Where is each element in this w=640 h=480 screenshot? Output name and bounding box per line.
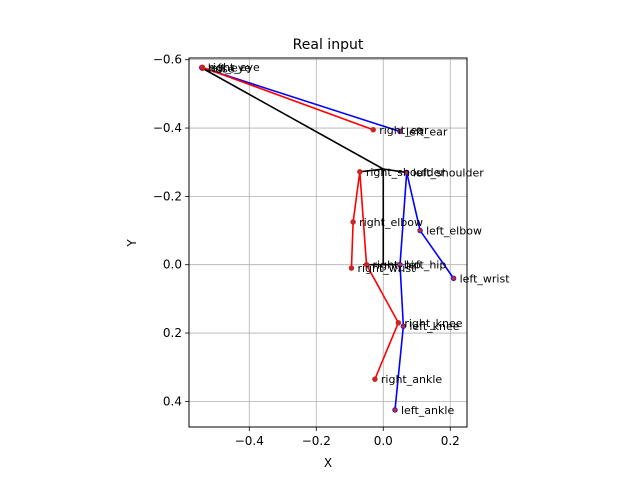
keypoint-label-right_knee: right_knee: [404, 317, 462, 330]
segment-right_knee-right_ankle: [374, 322, 400, 380]
keypoint-right_ear: [370, 127, 376, 133]
keypoint-label-right_elbow: right_elbow: [359, 216, 423, 229]
keypoint-label-left_hip: left_hip: [406, 259, 446, 272]
x-axis-label: X: [324, 456, 332, 470]
keypoint-right_eye: [199, 64, 206, 70]
x-tick-label: −0.4: [235, 434, 264, 448]
y-tick-label: −0.2: [153, 189, 182, 203]
segment-right_shoulder-right_elbow: [352, 171, 361, 223]
keypoints: [199, 64, 457, 413]
keypoint-right_knee: [395, 320, 402, 326]
keypoint-label-left_elbow: left_elbow: [426, 225, 482, 238]
segment-right_hip-right_knee: [365, 264, 400, 324]
x-tick-label: −0.2: [302, 434, 331, 448]
keypoint-right_ankle: [372, 376, 378, 382]
y-tick-label: 0.4: [163, 394, 182, 408]
segment-right_eye-right_ear: [202, 66, 374, 131]
keypoint-right_shoulder: [357, 169, 363, 175]
keypoint-left_elbow: [417, 227, 423, 234]
skeleton-segments: [201, 66, 455, 410]
segment-left_eye-left_ear: [201, 66, 401, 133]
segment-left_shoulder-left_elbow: [405, 172, 421, 231]
y-tick-label: 0.0: [163, 258, 182, 272]
segment-neck-left_shoulder: [383, 168, 407, 174]
keypoint-label-right_ear: right_ear: [379, 124, 429, 137]
keypoint-label-right_wrist: right_wrist: [357, 262, 416, 275]
keypoint-label-nose: nose: [208, 62, 234, 75]
keypoint-left_ear: [397, 128, 403, 135]
grid: [189, 58, 467, 427]
keypoint-left_shoulder: [404, 169, 410, 176]
keypoint-label-right_ankle: right_ankle: [381, 373, 442, 386]
x-tick-label: 0.0: [374, 434, 393, 448]
keypoint-label-left_eye: left_eye: [208, 62, 252, 75]
keypoint-right_wrist: [348, 265, 355, 271]
keypoint-left_knee: [400, 323, 407, 329]
keypoint-left_hip: [397, 262, 403, 268]
keypoint-label-right_hip: right_hip: [373, 259, 421, 272]
keypoint-label-left_knee: left_knee: [409, 320, 459, 333]
plot-frame: [188, 57, 468, 428]
segment-left_knee-left_ankle: [394, 326, 405, 410]
y-axis-label: Y: [125, 239, 139, 248]
chart-title: Real input: [293, 37, 364, 53]
keypoint-right_elbow: [350, 219, 356, 225]
y-tick-label: −0.4: [153, 121, 182, 135]
segment-left_shoulder-left_hip: [399, 172, 408, 265]
segment-neck-right_shoulder: [359, 168, 384, 173]
x-tick-label: 0.2: [441, 434, 460, 448]
segment-left_hip-left_knee: [399, 264, 405, 327]
keypoint-right_hip: [363, 262, 370, 268]
keypoint-label-right_eye: right_eye: [208, 61, 260, 74]
keypoint-label-left_wrist: left_wrist: [460, 272, 511, 285]
keypoint-left_ankle: [392, 407, 398, 413]
segment-nose-neck: [202, 67, 384, 170]
segment-right_shoulder-right_hip: [359, 171, 368, 265]
y-tick-label: 0.2: [163, 326, 182, 340]
keypoint-label-left_ankle: left_ankle: [401, 404, 454, 417]
keypoint-label-left_ear: left_ear: [406, 125, 448, 138]
keypoint-left_wrist: [450, 275, 457, 282]
keypoint-label-left_shoulder: left_shoulder: [413, 166, 485, 179]
y-tick-label: −0.6: [153, 53, 182, 67]
segment-left_elbow-left_wrist: [419, 230, 455, 279]
segment-right_elbow-right_wrist: [350, 221, 354, 269]
keypoint-label-right_shoulder: right_shoulder: [366, 166, 446, 179]
y-ticks: −0.6 −0.4 −0.2 0.0 0.2 0.4: [153, 53, 189, 408]
x-ticks: −0.4 −0.2 0.0 0.2: [235, 427, 460, 448]
